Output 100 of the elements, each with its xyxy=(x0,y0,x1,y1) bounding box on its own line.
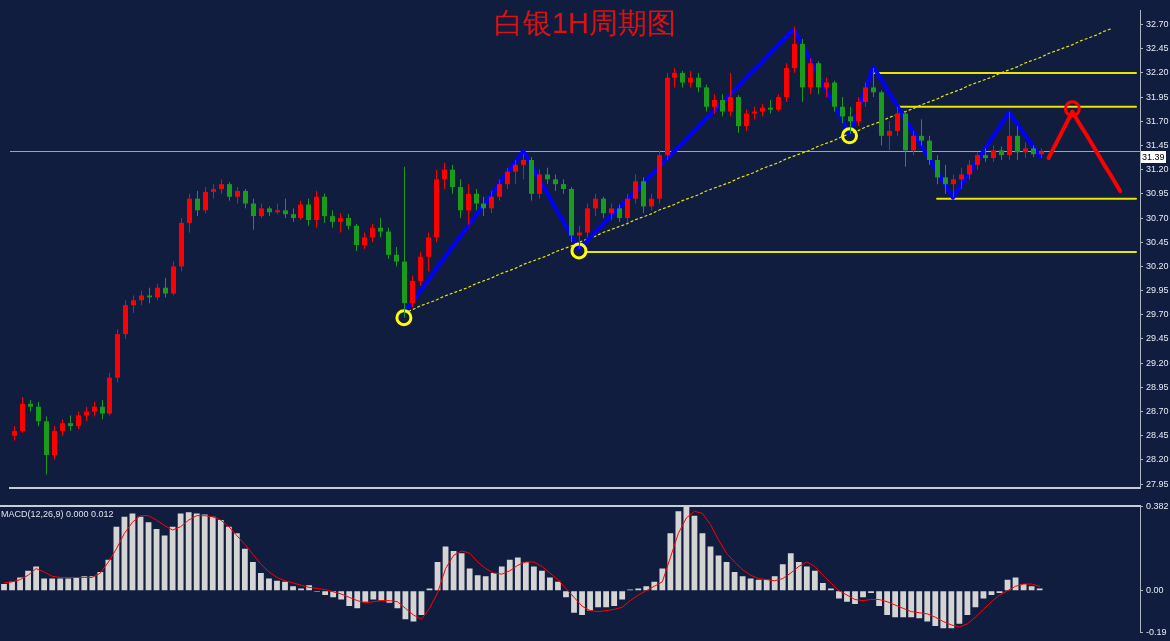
bar xyxy=(290,586,296,591)
bar xyxy=(466,568,473,591)
candlestick xyxy=(1015,125,1020,161)
candlestick xyxy=(227,181,232,202)
y-tick-label: 30.70 xyxy=(1146,212,1169,223)
point xyxy=(841,127,859,145)
point xyxy=(395,309,413,327)
candlestick xyxy=(959,167,964,190)
bar xyxy=(217,520,224,591)
bar xyxy=(779,564,786,591)
bar xyxy=(860,591,866,598)
candlestick xyxy=(696,72,701,93)
bar xyxy=(771,576,778,591)
candlestick xyxy=(386,227,391,260)
y-tick-label: 28.45 xyxy=(1146,430,1169,441)
bar xyxy=(225,526,232,591)
candlestick xyxy=(943,164,948,195)
candlestick xyxy=(625,193,630,224)
bar xyxy=(25,570,31,591)
candlestick xyxy=(505,167,510,190)
candlestick xyxy=(251,198,256,231)
candlestick xyxy=(203,186,208,214)
bar xyxy=(33,566,40,591)
y-tick-label: 30.45 xyxy=(1146,236,1169,247)
candlestick xyxy=(871,67,876,98)
candlestick xyxy=(489,190,494,214)
bar xyxy=(755,579,762,591)
bar xyxy=(474,575,481,591)
candlestick xyxy=(338,212,343,234)
y-tick-label: 30.95 xyxy=(1146,188,1169,199)
candlestick xyxy=(195,190,200,217)
bar xyxy=(667,533,674,591)
chart-title: 白银1H周期图 xyxy=(493,6,677,41)
bar xyxy=(579,591,585,615)
candlestick xyxy=(243,188,248,209)
candlestick xyxy=(298,200,303,221)
candlestick xyxy=(1007,111,1012,161)
bar xyxy=(250,562,256,591)
candlestick xyxy=(322,193,327,224)
candlestick xyxy=(601,196,606,219)
candlestick xyxy=(887,120,892,151)
bar xyxy=(514,557,521,591)
bar xyxy=(595,591,601,608)
candlestick xyxy=(497,178,502,202)
bar xyxy=(233,533,240,591)
y-tick-label: 28.70 xyxy=(1146,406,1169,417)
bar xyxy=(803,566,810,591)
bar xyxy=(9,581,15,591)
bar xyxy=(57,578,64,591)
candlestick xyxy=(450,164,455,195)
y-tick-label: 28.95 xyxy=(1146,381,1169,392)
bar xyxy=(506,559,513,591)
candlestick xyxy=(951,173,956,199)
candlestick xyxy=(911,130,916,156)
bar xyxy=(539,570,545,591)
candlestick xyxy=(410,275,415,308)
bar xyxy=(940,591,947,629)
bar xyxy=(258,573,264,591)
point xyxy=(1063,100,1081,118)
bar xyxy=(177,513,184,591)
bar xyxy=(603,591,610,608)
bar xyxy=(643,586,650,591)
bar xyxy=(611,591,618,607)
bar xyxy=(458,553,465,591)
bar xyxy=(73,577,80,591)
candlestick xyxy=(513,159,518,185)
candlestick xyxy=(442,162,447,190)
candlestick xyxy=(863,82,868,108)
bar xyxy=(266,578,272,591)
candlestick xyxy=(927,135,932,166)
bar xyxy=(322,591,329,596)
bar xyxy=(241,548,248,591)
bar xyxy=(370,591,377,600)
candlestick xyxy=(919,118,924,146)
candlestick xyxy=(474,188,479,211)
candlestick xyxy=(895,106,900,137)
y-tick-label: 29.95 xyxy=(1146,285,1169,296)
bar xyxy=(587,591,593,611)
bar xyxy=(386,591,393,603)
bar xyxy=(89,576,96,591)
bar xyxy=(1,584,7,591)
candlestick xyxy=(728,72,733,117)
candlestick xyxy=(672,67,677,88)
y-tick-label: 29.45 xyxy=(1146,333,1169,344)
bar xyxy=(282,581,288,591)
candlestick xyxy=(378,217,383,238)
y-tick-label: 31.95 xyxy=(1146,91,1169,102)
bar xyxy=(820,582,826,591)
y-tick-label: 27.95 xyxy=(1146,478,1169,489)
candlestick xyxy=(633,173,638,205)
bar xyxy=(1028,586,1035,591)
y-tick-label: 29.20 xyxy=(1146,357,1169,368)
candlestick xyxy=(935,154,940,185)
y-tick-label: 31.70 xyxy=(1146,115,1169,126)
candlestick xyxy=(521,153,526,180)
candlestick xyxy=(426,232,431,272)
candlestick xyxy=(306,198,311,227)
bar xyxy=(530,566,537,591)
bar xyxy=(49,578,56,591)
candlestick xyxy=(593,193,598,217)
